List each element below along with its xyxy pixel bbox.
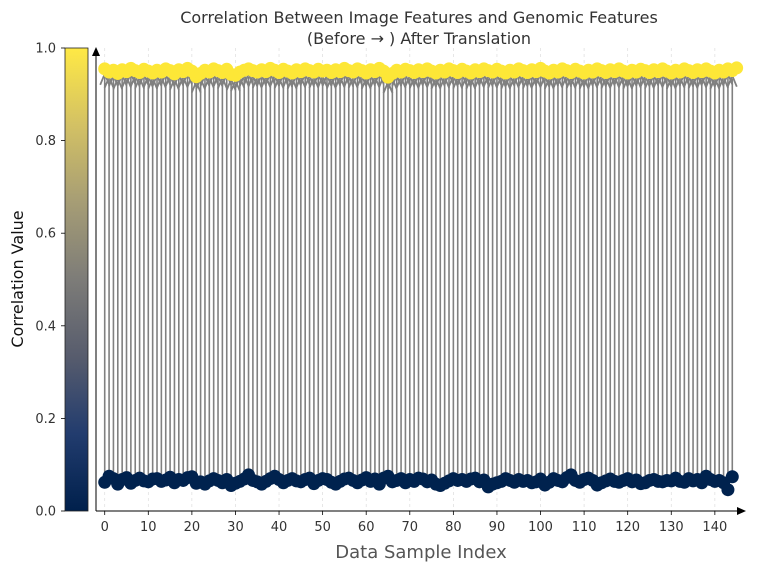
x-tick-label: 40 xyxy=(271,520,288,535)
colorbar-tick-label: 1.0 xyxy=(35,42,56,57)
x-tick-label: 130 xyxy=(659,520,684,535)
connector-lines xyxy=(103,76,734,490)
after-points xyxy=(98,61,744,84)
colorbar-tick-label: 0.0 xyxy=(35,505,56,520)
colorbar-tick-label: 0.4 xyxy=(35,319,56,334)
x-tick-label: 140 xyxy=(702,520,727,535)
x-tick-label: 50 xyxy=(314,520,331,535)
x-axis-label: Data Sample Index xyxy=(335,542,507,563)
colorbar-tick-label: 0.8 xyxy=(35,134,56,149)
before-point xyxy=(721,483,735,497)
x-tick-label: 120 xyxy=(615,520,640,535)
x-tick-label: 110 xyxy=(572,520,597,535)
after-point xyxy=(730,61,744,75)
x-tick-label: 10 xyxy=(140,520,157,535)
colorbar xyxy=(64,47,89,512)
y-axis-arrow xyxy=(92,47,100,56)
chart-title-line1: Correlation Between Image Features and G… xyxy=(180,8,658,27)
x-tick-label: 0 xyxy=(101,520,109,535)
colorbar-tick-label: 0.2 xyxy=(35,412,56,427)
x-tick-label: 70 xyxy=(402,520,419,535)
colorbar-tick-label: 0.6 xyxy=(35,227,56,242)
colorbar-ticks: 0.0 0.2 0.4 0.6 0.8 1.0 xyxy=(35,42,65,520)
chart-title-line2: (Before → ) After Translation xyxy=(307,29,531,48)
x-tick-label: 80 xyxy=(445,520,462,535)
before-point xyxy=(725,470,739,484)
x-tick-label: 60 xyxy=(358,520,375,535)
x-ticks: 0 10 20 30 40 50 60 70 80 90 100 110 120 130 140 xyxy=(101,511,727,535)
x-tick-label: 100 xyxy=(528,520,553,535)
x-tick-label: 30 xyxy=(227,520,244,535)
x-axis-arrow xyxy=(737,507,746,515)
y-axis-label: Correlation Value xyxy=(8,210,27,347)
before-points xyxy=(98,468,739,497)
x-tick-label: 20 xyxy=(184,520,201,535)
x-tick-label: 90 xyxy=(489,520,506,535)
